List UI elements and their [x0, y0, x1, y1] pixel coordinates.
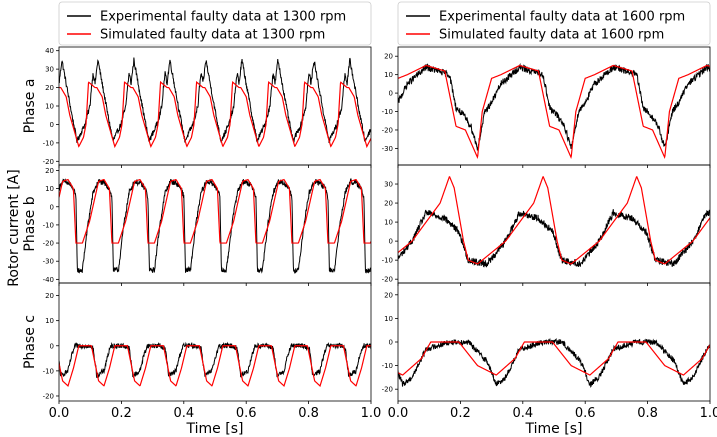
- panel-left-b-ytick-label: -30: [43, 258, 54, 266]
- panel-left-b-ytick-label: -10: [43, 221, 54, 229]
- panel-right-b-series-simulated: [398, 176, 710, 265]
- panel-right-c-xlabel: Time [s]: [525, 421, 583, 437]
- panel-right-b-ytick-label: -10: [382, 257, 393, 265]
- panel-left-b-ytick-label: -40: [43, 276, 54, 284]
- panel-left-b-series-simulated: [59, 178, 371, 244]
- panel-left-b-series-experimental: [59, 177, 371, 274]
- panel-left-c-panel-label: Phase c: [22, 315, 38, 369]
- panel-right-c-xtick-label: 0.4: [512, 406, 533, 421]
- panel-left-a-frame: [58, 46, 372, 166]
- panel-left-c-series-simulated: [59, 345, 371, 387]
- panel-right-a-series-experimental: [398, 62, 710, 151]
- panel-left-a-ytick-label: -20: [43, 158, 54, 166]
- panel-left-c: -20 -10 0 10 20 0.0 0.2 0.4 0.6 0.8 1.0 Time [s] Pha…: [22, 282, 382, 437]
- panel-right-a-ytick-label: 20: [384, 53, 393, 61]
- panel-right-c-series-simulated: [398, 341, 710, 376]
- panel-right-c: -20 -10 0 10 20 0.0 0.2 0.4 0.6 0.8 1.0 Time [s]: [382, 282, 717, 437]
- panel-left-c-ytick-label: 20: [45, 292, 54, 300]
- panel-left-b-panel-label: Phase b: [22, 196, 38, 251]
- panel-left-a-ytick-label: -10: [43, 139, 54, 147]
- panel-right-b: -20 -10 0 10 20 30: [382, 164, 711, 286]
- panel-left-c-ytick-label: -20: [43, 392, 54, 400]
- panel-left-c-series-experimental: [59, 341, 371, 379]
- panel-right-a-frame: [397, 46, 711, 166]
- panel-right-a-ytick-label: -30: [382, 145, 393, 153]
- panel-left-c-xtick-label: 0.8: [298, 406, 319, 421]
- panel-left-c-xtick-label: 0.2: [111, 406, 132, 421]
- panel-right-b-ytick-label: -20: [382, 276, 393, 284]
- panel-right-c-xtick-label: 1.0: [700, 406, 717, 421]
- panel-left-b: -40 -30 -20 -10 0 10 20 Phase b: [22, 164, 372, 286]
- panel-left-c-xlabel: Time [s]: [186, 421, 244, 437]
- panel-right-b-ytick-label: 20: [384, 200, 393, 208]
- panel-left-a: -20 -10 0 10 20 30 40 Phase a Experimental fault…: [22, 1, 372, 168]
- panel-right-a-legend-label: Simulated faulty data at 1600 rpm: [439, 28, 664, 43]
- panel-right-a-ytick-label: -10: [382, 108, 393, 116]
- panel-left-a-legend-label: Experimental faulty data at 1300 rpm: [100, 10, 346, 25]
- panel-right-c-ytick-label: -10: [382, 362, 393, 370]
- panel-right-c-xtick-label: 0.6: [575, 406, 596, 421]
- panel-right-a: -30 -20 -10 0 10 20 Experimental faulty data a…: [382, 1, 711, 168]
- panel-left-b-ytick-label: -20: [43, 240, 54, 248]
- panel-left-c-xtick-label: 0.6: [236, 406, 257, 421]
- panel-left-a-legend-label: Simulated faulty data at 1300 rpm: [100, 28, 325, 43]
- panel-right-a-ytick-label: 10: [384, 71, 393, 79]
- panel-right-a-legend: Experimental faulty data at 1600 rpm Simu…: [397, 1, 711, 46]
- panel-left-c-frame: [58, 282, 372, 402]
- panel-right-a-legend-box: [397, 1, 711, 46]
- panel-right-c-xtick-label: 0.2: [450, 406, 471, 421]
- panel-left-a-series-experimental: [59, 57, 371, 144]
- panel-left-c-ytick-label: 10: [45, 317, 54, 325]
- panel-right-c-ytick-label: 0: [389, 339, 393, 347]
- panel-right-c-ytick-label: 20: [384, 291, 393, 299]
- panel-right-b-series-experimental: [398, 209, 710, 268]
- panel-left-a-ytick-label: 40: [45, 47, 54, 55]
- panel-left-a-series-simulated: [59, 80, 371, 149]
- panel-left-a-panel-label: Phase a: [22, 79, 38, 134]
- panel-left-b-ytick-label: 10: [45, 185, 54, 193]
- panel-right-c-ytick-label: -20: [382, 386, 393, 394]
- panel-right-c-xtick-label: 0.8: [637, 406, 658, 421]
- panel-left-b-ytick-label: 20: [45, 167, 54, 175]
- panel-right-b-ytick-label: 0: [389, 238, 393, 246]
- panel-right-c-xtick-label: 0.0: [388, 406, 409, 421]
- panel-left-b-ytick-label: 0: [50, 203, 54, 211]
- panel-left-c-ytick-label: 0: [50, 342, 54, 350]
- panel-right-a-series-simulated: [398, 64, 710, 160]
- panel-right-a-legend-label: Experimental faulty data at 1600 rpm: [439, 10, 685, 25]
- panel-right-a-ytick-label: -20: [382, 126, 393, 134]
- panel-left-a-ytick-label: 30: [45, 66, 54, 74]
- panel-left-a-ytick-label: 20: [45, 84, 54, 92]
- panel-left-a-legend: Experimental faulty data at 1300 rpm Simu…: [58, 1, 372, 46]
- panel-right-a-ytick-label: 0: [389, 90, 393, 98]
- panel-left-a-ytick-label: 0: [50, 121, 54, 129]
- panel-left-c-xtick-label: 1.0: [361, 406, 382, 421]
- panel-right-b-ytick-label: 10: [384, 219, 393, 227]
- figure-ylabel: Rotor current [A]: [6, 169, 22, 286]
- panel-right-c-ytick-label: 10: [384, 315, 393, 323]
- panel-left-c-xtick-label: 0.4: [173, 406, 194, 421]
- panel-right-b-ytick-label: 30: [384, 181, 393, 189]
- panel-left-a-ytick-label: 10: [45, 103, 54, 111]
- panel-left-a-legend-box: [58, 1, 372, 46]
- panel-left-c-xtick-label: 0.0: [49, 406, 70, 421]
- panel-left-c-ytick-label: -10: [43, 367, 54, 375]
